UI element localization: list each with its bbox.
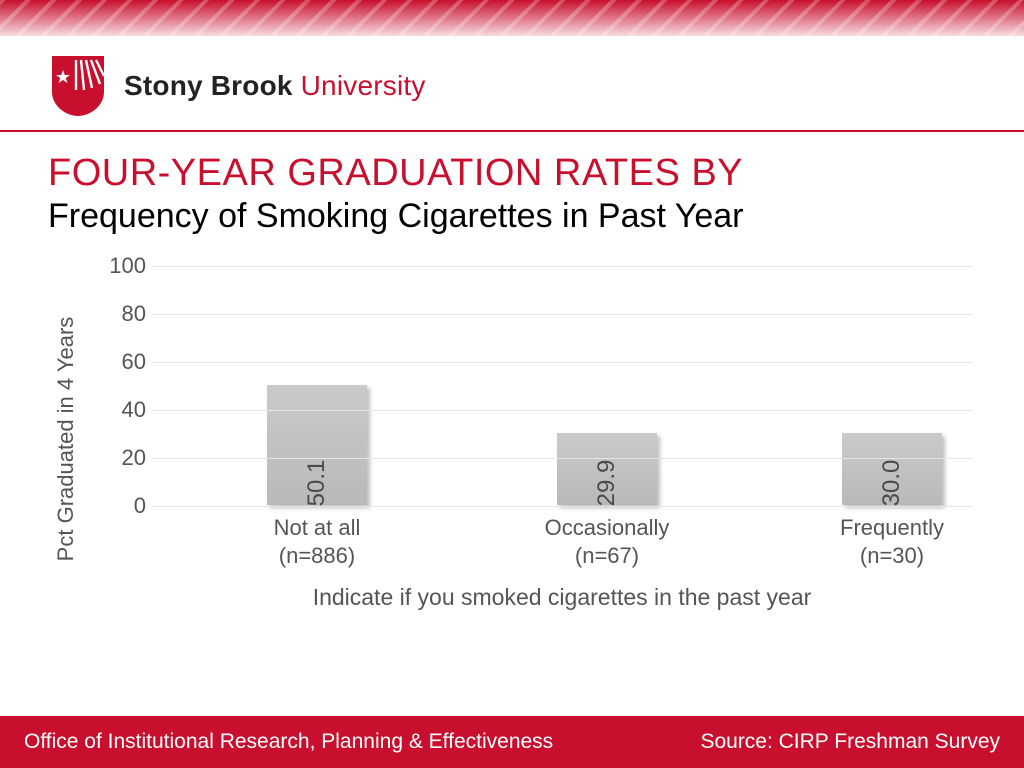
y-tick-label: 60 (102, 349, 146, 375)
banner-fade (0, 0, 1024, 36)
x-category: Not at all(n=886) (207, 514, 427, 569)
brand-wordmark: Stony Brook University (124, 70, 426, 102)
grid-line (152, 458, 972, 459)
x-category: Frequently(n=30) (782, 514, 1002, 569)
header: Stony Brook University (0, 36, 1024, 130)
y-tick-label: 40 (102, 397, 146, 423)
x-axis-label: Indicate if you smoked cigarettes in the… (152, 584, 972, 611)
brand-name-strong: Stony Brook (124, 70, 293, 101)
y-tick-label: 20 (102, 445, 146, 471)
bar: 30.0 (842, 433, 942, 505)
x-category-n: (n=67) (497, 542, 717, 570)
chart: Pct Graduated in 4 Years 50.129.930.0 02… (82, 266, 982, 611)
y-tick-label: 80 (102, 301, 146, 327)
bar: 29.9 (557, 433, 657, 505)
bar-value-label: 29.9 (593, 460, 621, 507)
x-category-label: Occasionally (497, 514, 717, 542)
brand-name-light: University (301, 70, 426, 101)
bar-value-label: 50.1 (303, 460, 331, 507)
title-sub: Frequency of Smoking Cigarettes in Past … (48, 197, 984, 236)
x-category-label: Not at all (207, 514, 427, 542)
grid-line (152, 362, 972, 363)
y-tick-label: 100 (102, 253, 146, 279)
y-axis-label: Pct Graduated in 4 Years (53, 316, 79, 561)
content: FOUR-YEAR GRADUATION RATES BY Frequency … (0, 140, 1024, 716)
footer-right: Source: CIRP Freshman Survey (700, 730, 1000, 754)
bar: 50.1 (267, 385, 367, 505)
bars-layer: 50.1 29.9 30.0 (152, 266, 972, 505)
shield-logo-icon (48, 54, 108, 118)
x-category-n: (n=30) (782, 542, 1002, 570)
footer-left: Office of Institutional Research, Planni… (24, 730, 553, 754)
plot-area: 50.129.930.0 020406080100Not at all(n=88… (152, 266, 972, 506)
x-category-label: Frequently (782, 514, 1002, 542)
bar-value-label: 30.0 (878, 460, 906, 507)
y-tick-label: 0 (102, 493, 146, 519)
top-banner (0, 0, 1024, 36)
x-category-n: (n=886) (207, 542, 427, 570)
title-main: FOUR-YEAR GRADUATION RATES BY (48, 152, 984, 195)
slide: Stony Brook University FOUR-YEAR GRADUAT… (0, 0, 1024, 768)
grid-line (152, 410, 972, 411)
grid-line (152, 314, 972, 315)
grid-line (152, 506, 972, 507)
header-rule (0, 130, 1024, 132)
grid-line (152, 266, 972, 267)
footer: Office of Institutional Research, Planni… (0, 716, 1024, 768)
x-category: Occasionally(n=67) (497, 514, 717, 569)
